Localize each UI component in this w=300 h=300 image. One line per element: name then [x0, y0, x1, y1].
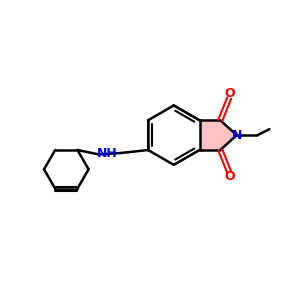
Text: O: O	[224, 170, 235, 183]
Text: N: N	[232, 129, 242, 142]
Polygon shape	[200, 120, 237, 150]
Text: O: O	[224, 87, 235, 100]
Text: NH: NH	[97, 147, 118, 160]
